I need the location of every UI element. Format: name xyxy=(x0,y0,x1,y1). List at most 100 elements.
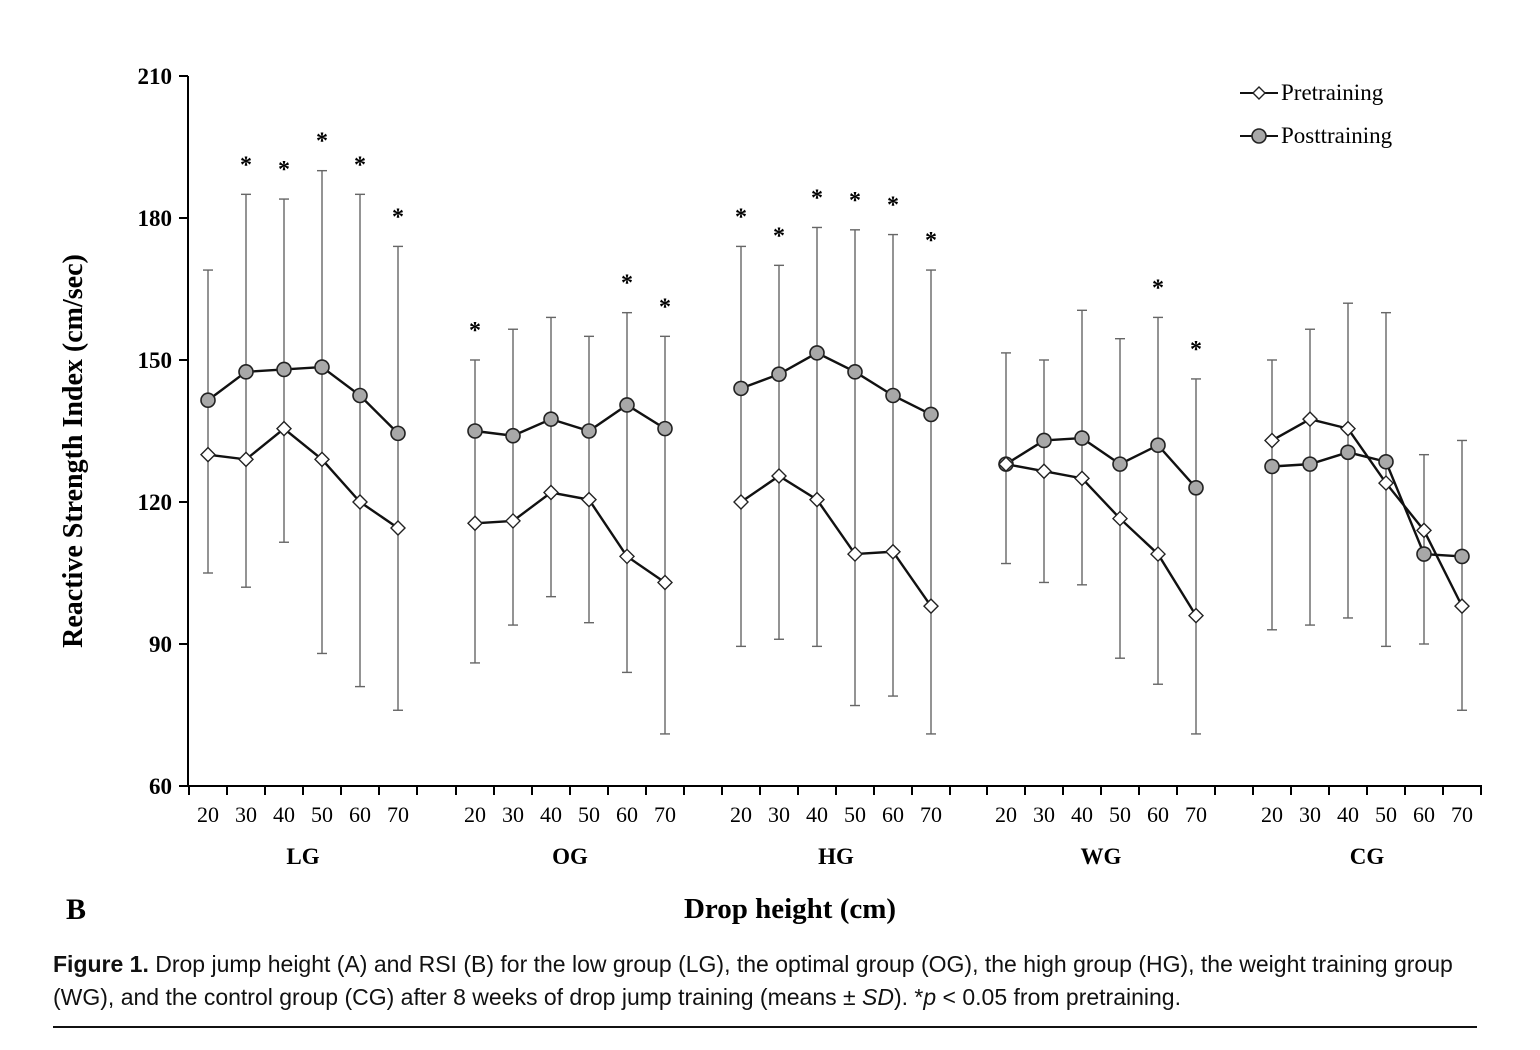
significance-asterisk: * xyxy=(354,152,366,178)
x-tick-label: 50 xyxy=(311,802,333,827)
x-tick-label: 70 xyxy=(387,802,409,827)
group-label: HG xyxy=(818,844,854,869)
series xyxy=(200,345,1470,624)
pretraining-line xyxy=(1005,462,1198,617)
legend-post-marker xyxy=(1251,128,1267,144)
y-tick-label: 120 xyxy=(138,490,173,515)
caption-label: Figure 1. xyxy=(53,951,149,977)
y-tick-label: 210 xyxy=(138,64,173,89)
x-tick-label: 50 xyxy=(844,802,866,827)
pretraining-point xyxy=(543,484,559,501)
posttraining-point xyxy=(200,392,216,409)
x-tick-label: 60 xyxy=(349,802,371,827)
pretraining-line xyxy=(207,427,399,530)
posttraining-point xyxy=(238,364,254,380)
group-label: CG xyxy=(1350,844,1385,869)
posttraining-point xyxy=(314,359,330,375)
pretraining-point xyxy=(619,548,635,565)
x-tick-label: 20 xyxy=(1261,802,1283,827)
pretraining-point xyxy=(998,456,1014,473)
pretraining-point xyxy=(1340,420,1356,437)
significance-asterisk: * xyxy=(469,318,481,344)
pretraining-point xyxy=(923,598,939,615)
significance-asterisk: * xyxy=(735,204,747,230)
rsi-chart: 60 90 120 150 180 210 Reactive Strength Index… xyxy=(58,64,1482,925)
x-tick-label: 60 xyxy=(1413,802,1435,827)
y-tick-label: 150 xyxy=(138,348,173,373)
legend: Pretraining Posttraining xyxy=(1240,80,1393,148)
labels: Reactive Strength Index (cm/sec) Drop hei… xyxy=(58,129,1473,925)
pretraining-point xyxy=(1112,510,1128,527)
posttraining-point xyxy=(1112,456,1128,472)
posttraining-line xyxy=(1271,451,1463,558)
pretraining-point xyxy=(657,574,673,591)
x-tick-label: 70 xyxy=(920,802,942,827)
posttraining-point xyxy=(1340,444,1356,461)
pretraining-point xyxy=(467,515,483,532)
posttraining-point xyxy=(1150,437,1166,454)
pretraining-line xyxy=(474,491,666,584)
pretraining-point xyxy=(1416,522,1432,539)
x-tick-label: 30 xyxy=(502,802,524,827)
pretraining-point xyxy=(276,420,292,437)
y-axis-title: Reactive Strength Index (cm/sec) xyxy=(58,254,89,648)
significance-asterisk: * xyxy=(849,188,861,214)
y-tick-label: 180 xyxy=(138,206,173,231)
pretraining-point xyxy=(1188,607,1204,624)
posttraining-point xyxy=(1454,548,1470,565)
significance-asterisk: * xyxy=(811,185,823,211)
posttraining-point xyxy=(1416,546,1432,562)
x-tick-label: 30 xyxy=(235,802,257,827)
pretraining-point xyxy=(352,494,368,510)
legend-post-label: Posttraining xyxy=(1281,123,1393,148)
significance-asterisk: * xyxy=(1152,275,1164,301)
group-label: WG xyxy=(1081,844,1122,869)
axes: 60 90 120 150 180 210 xyxy=(138,64,1482,799)
pretraining-point xyxy=(1036,463,1052,480)
pretraining-point xyxy=(1150,546,1166,563)
x-tick-label: 50 xyxy=(1109,802,1131,827)
error-bars xyxy=(203,169,1467,735)
significance-asterisk: * xyxy=(278,157,290,183)
x-tick-label: 70 xyxy=(1185,802,1207,827)
pretraining-line xyxy=(740,474,932,607)
x-tick-label: 20 xyxy=(730,802,752,827)
posttraining-point xyxy=(657,420,673,437)
posttraining-point xyxy=(885,387,901,404)
significance-asterisk: * xyxy=(659,294,671,320)
caption-text-3: < 0.05 from pretraining. xyxy=(936,984,1181,1010)
pretraining-point xyxy=(314,451,330,468)
posttraining-point xyxy=(847,364,863,380)
x-tick-label: 20 xyxy=(995,802,1017,827)
pretraining-point xyxy=(1302,411,1318,428)
x-tick-label: 70 xyxy=(654,802,676,827)
posttraining-point xyxy=(733,380,749,397)
posttraining-point xyxy=(809,345,825,361)
x-tick-label: 60 xyxy=(1147,802,1169,827)
significance-asterisk: * xyxy=(1190,337,1202,363)
caption-p: p xyxy=(923,984,937,1010)
posttraining-point xyxy=(1074,430,1090,446)
pretraining-point xyxy=(847,546,863,563)
caption-text-2: ). * xyxy=(893,984,924,1010)
caption-rule xyxy=(53,1026,1477,1028)
posttraining-point xyxy=(276,361,292,378)
posttraining-point xyxy=(543,411,559,427)
x-tick-label: 60 xyxy=(616,802,638,827)
significance-asterisk: * xyxy=(316,129,328,155)
pretraining-point xyxy=(581,491,597,508)
x-tick-label: 40 xyxy=(1071,802,1093,827)
figure-caption: Figure 1. Drop jump height (A) and RSI (… xyxy=(53,948,1483,1014)
group-label: LG xyxy=(286,844,319,869)
posttraining-point xyxy=(1188,479,1204,496)
caption-sd: SD xyxy=(862,984,894,1010)
x-tick-label: 30 xyxy=(1299,802,1321,827)
posttraining-point xyxy=(923,406,939,423)
pretraining-line xyxy=(1271,417,1464,607)
posttraining-point xyxy=(581,423,597,439)
significance-asterisk: * xyxy=(240,152,252,178)
x-tick-label: 40 xyxy=(1337,802,1359,827)
posttraining-point xyxy=(467,423,483,439)
significance-asterisk: * xyxy=(392,204,404,230)
legend-pre-label: Pretraining xyxy=(1281,80,1384,105)
